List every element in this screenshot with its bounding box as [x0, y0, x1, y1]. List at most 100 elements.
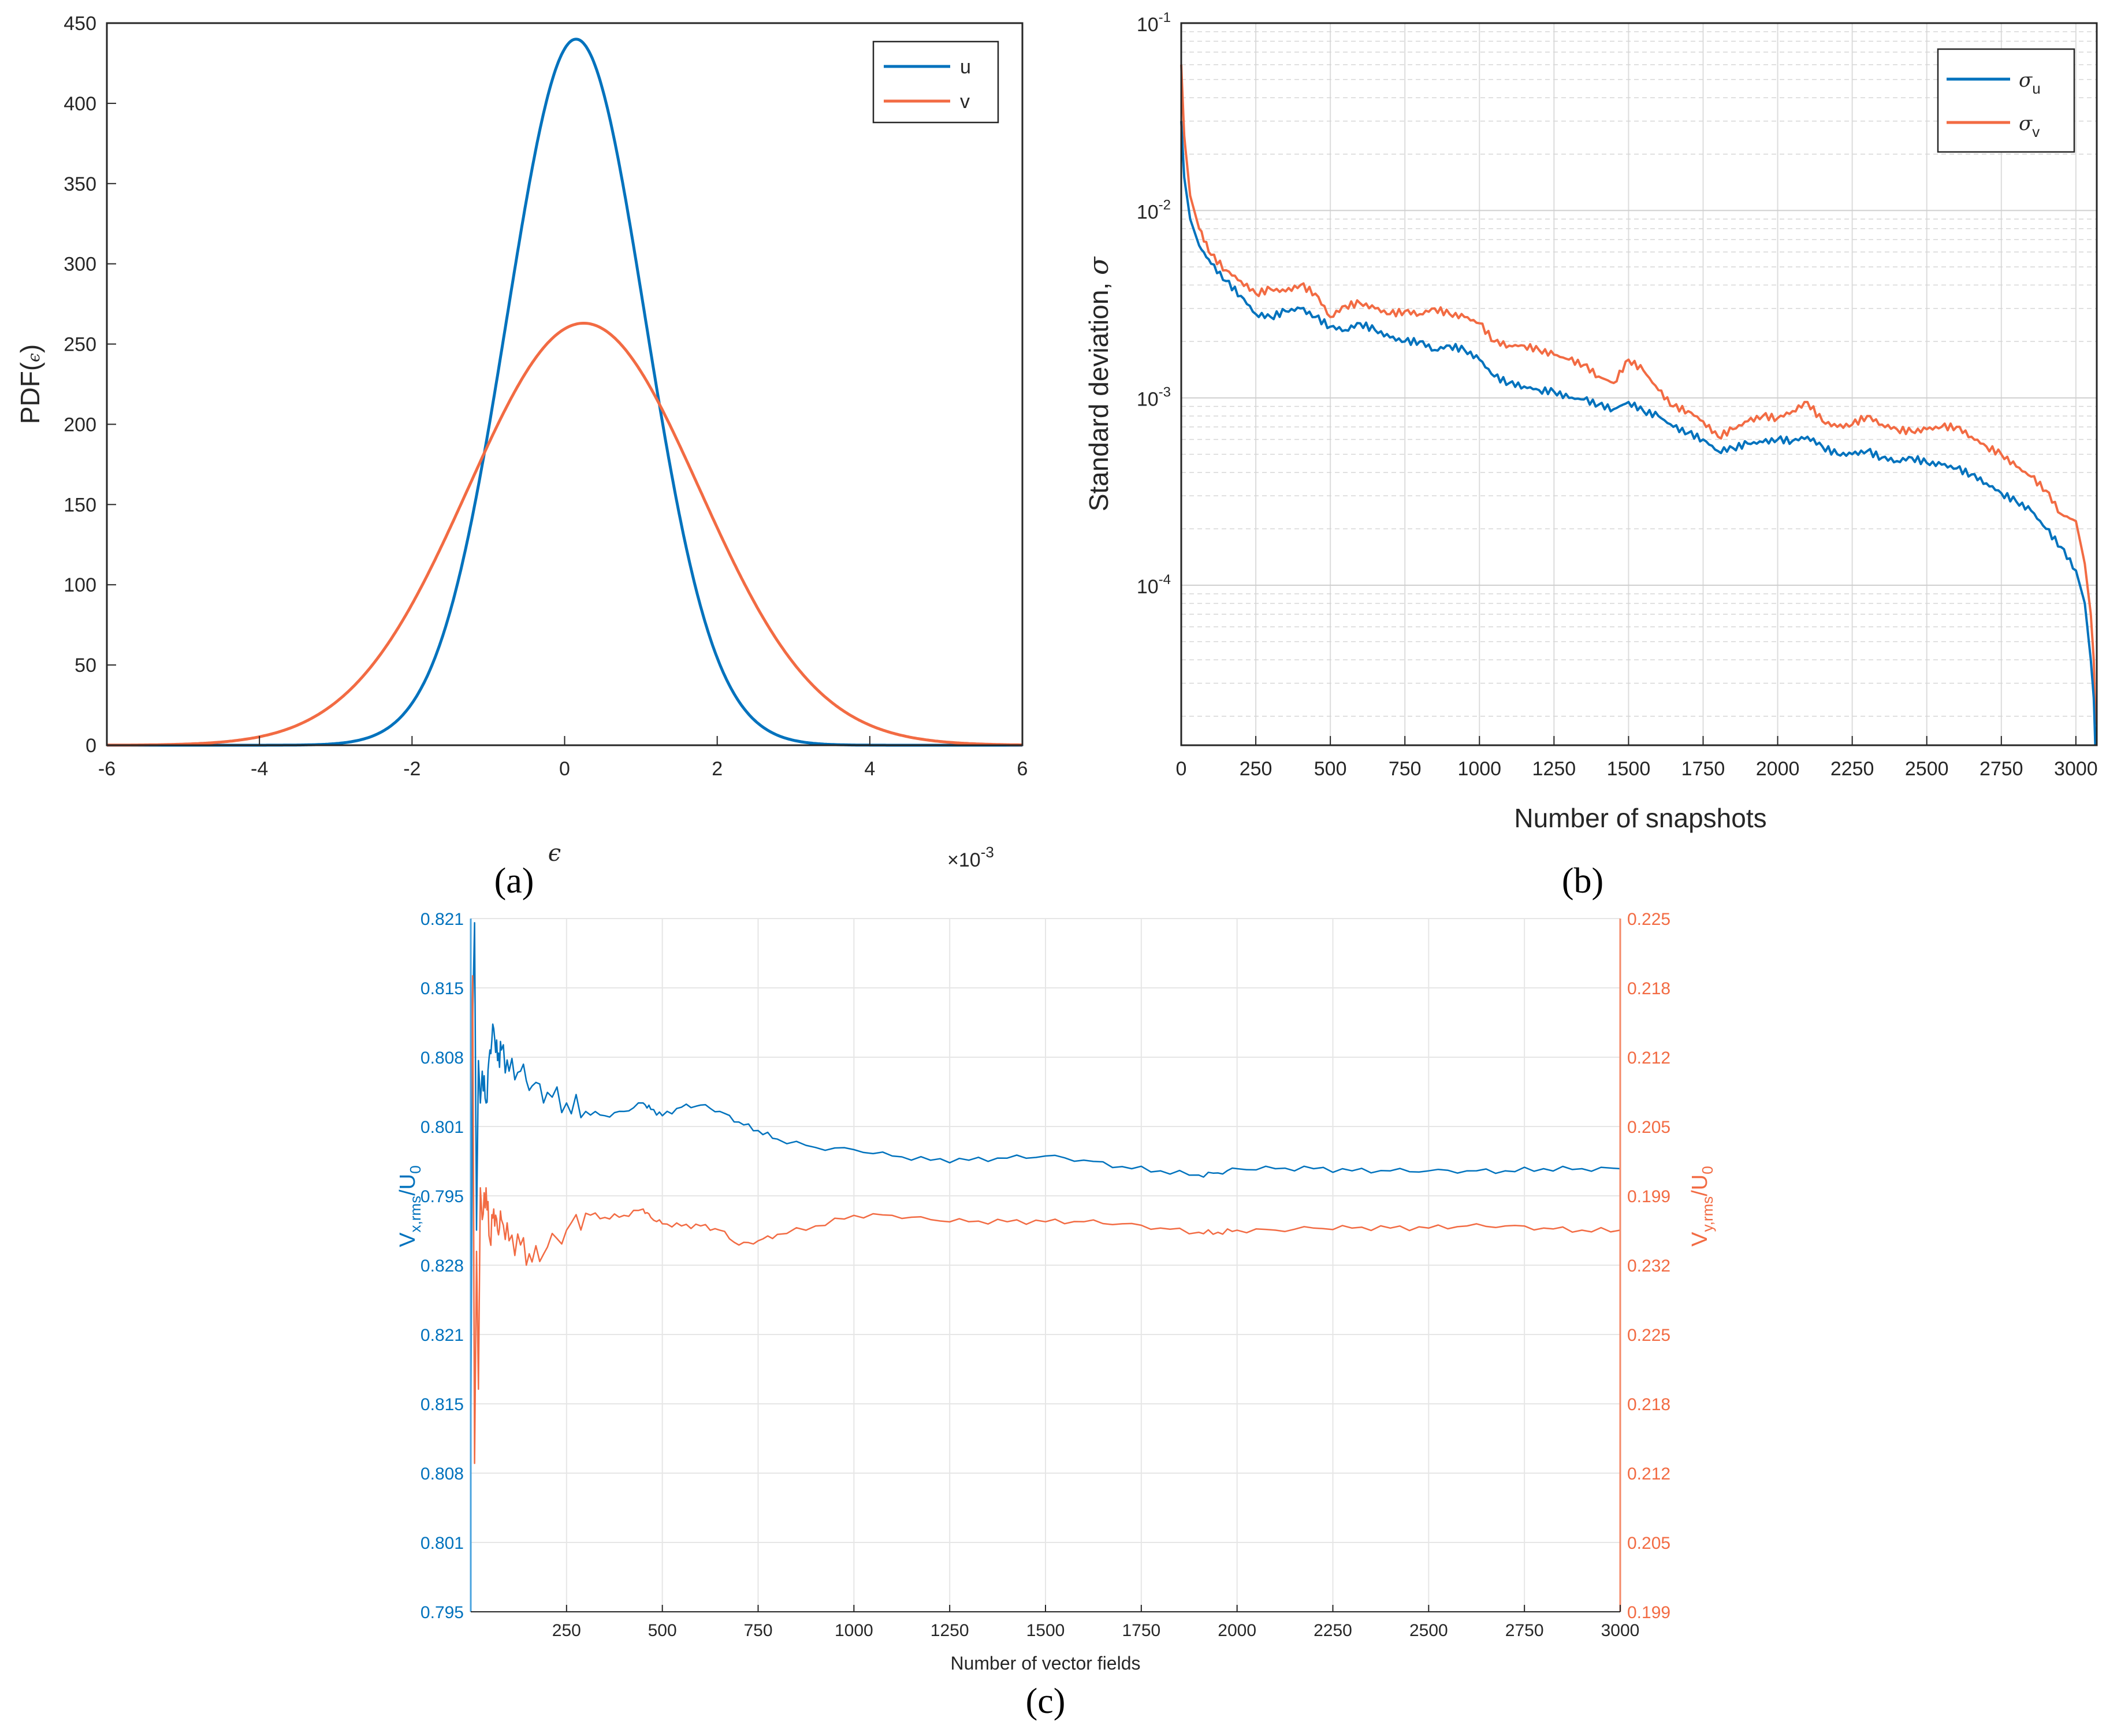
- chart-a-y-tick-label: 200: [64, 414, 96, 436]
- chart-c-x-tick-label: 1000: [835, 1621, 873, 1640]
- chart-a-x-tick-label: -2: [403, 758, 421, 780]
- chart-b-x-tick-label: 0: [1176, 758, 1187, 780]
- chart-b-legend-label-u: σu: [2019, 69, 2041, 97]
- chart-a-y-tick-label: 150: [64, 494, 96, 516]
- chart-c-left-tick-label: 0.801: [421, 1534, 464, 1553]
- chart-c-right-tick-label: 0.205: [1627, 1118, 1670, 1137]
- chart-c-x-tick-label: 1750: [1122, 1621, 1160, 1640]
- chart-b-x-tick-label: 250: [1240, 758, 1272, 780]
- chart-a-y-tick-label: 100: [64, 574, 96, 596]
- chart-c-y-left-sub2: 0: [407, 1165, 424, 1173]
- chart-b-x-label: Number of snapshots: [1514, 803, 1766, 833]
- chart-b-y-tick-label: 10-1: [1137, 10, 1171, 36]
- chart-c-left-tick-label: 0.801: [421, 1118, 464, 1137]
- chart-a-x-multiplier-base: ×10: [947, 849, 981, 871]
- chart-a-y-tick-label: 250: [64, 334, 96, 356]
- chart-a-y-label-main: PDF(: [15, 362, 45, 424]
- chart-c-left-tick-label: 0.795: [421, 1603, 464, 1622]
- chart-a-y-tick-label: 350: [64, 173, 96, 195]
- chart-a-legend-label-u: u: [960, 56, 971, 78]
- chart-c-right-tick-label: 0.212: [1627, 1049, 1670, 1068]
- chart-c-right-tick-label: 0.205: [1627, 1534, 1670, 1553]
- chart-b: 0 250 500 750 1000 1250 1500 1750 2000 2250 2500 27…: [1083, 10, 2098, 901]
- chart-b-x-tick-label: 2250: [1830, 758, 1874, 780]
- chart-c-x-label: Number of vector fields: [950, 1653, 1140, 1674]
- chart-b-x-tick-label: 2500: [1905, 758, 1949, 780]
- chart-c-y-label-left: Vx,rms/U0: [396, 1165, 424, 1247]
- chart-b-x-tick-label: 1500: [1607, 758, 1651, 780]
- chart-c-right-tick-label: 0.218: [1627, 1395, 1670, 1414]
- chart-b-axes-box: [1180, 22, 2098, 746]
- chart-c-y-right-sub2: 0: [1699, 1166, 1716, 1174]
- chart-c-series-right: [470, 975, 1621, 1464]
- chart-b-legend-label-v: σv: [2019, 112, 2040, 140]
- chart-a-x-tick-label: 0: [559, 758, 570, 780]
- chart-c-y-right-tail: /U: [1688, 1174, 1712, 1196]
- chart-c: 250 500 750 1000 1250 1500 1750 2000 2250 2500 275…: [396, 910, 1716, 1721]
- chart-a-x-tick-label: -4: [251, 758, 268, 780]
- chart-c-x-tick-label: 250: [552, 1621, 581, 1640]
- chart-b-x-tick-label: 750: [1389, 758, 1422, 780]
- chart-c-y-right-sub: y,rms: [1699, 1196, 1716, 1232]
- chart-a-y-label-sub: ϵ: [24, 353, 43, 362]
- chart-b-x-tick-label: 1250: [1532, 758, 1576, 780]
- chart-c-right-tick-label: 0.225: [1627, 1326, 1670, 1345]
- chart-a-x-tick-label: 6: [1017, 758, 1028, 780]
- chart-c-x-tick-label: 2500: [1409, 1621, 1448, 1640]
- chart-b-x-tick-label: 2750: [1980, 758, 2023, 780]
- chart-a-y-tick-label: 300: [64, 254, 96, 276]
- chart-c-right-tick-label: 0.199: [1627, 1603, 1670, 1622]
- chart-b-x-tick-label: 1000: [1457, 758, 1501, 780]
- panel-label-a: (a): [494, 861, 534, 901]
- chart-c-right-tick-label: 0.232: [1627, 1257, 1670, 1276]
- chart-c-x-tick-label: 750: [743, 1621, 772, 1640]
- chart-a-y-label: PDF(ϵ): [15, 344, 45, 424]
- chart-b-y-tick-label: 10-3: [1137, 385, 1171, 411]
- chart-a-y-label-close: ): [15, 344, 45, 353]
- chart-c-series-left: [470, 922, 1621, 1443]
- chart-a: -6 -4 -2 0 2 4 6 0 50 100 150 200 250 300 350 400 450 u …: [15, 13, 1028, 901]
- chart-a-x-multiplier-exp: -3: [981, 843, 994, 861]
- chart-c-x-tick-label: 2750: [1505, 1621, 1544, 1640]
- chart-a-y-tick-label: 50: [75, 655, 96, 676]
- chart-c-right-tick-label: 0.225: [1627, 910, 1670, 929]
- chart-c-left-tick-label: 0.815: [421, 979, 464, 998]
- chart-a-legend-box: [872, 40, 999, 124]
- chart-c-y-left-sub: x,rms: [407, 1196, 424, 1233]
- chart-c-left-tick-label: 0.821: [421, 1326, 464, 1345]
- chart-c-left-tick-label: 0.828: [421, 1257, 464, 1276]
- chart-b-legend-sigma-v: σ: [2019, 112, 2033, 135]
- chart-b-legend: σu σv: [1937, 48, 2075, 153]
- chart-c-x-tick-label: 1250: [931, 1621, 969, 1640]
- chart-b-series-u: [1180, 121, 2097, 746]
- chart-c-left-tick-label: 0.808: [421, 1464, 464, 1484]
- chart-b-series-v: [1180, 64, 2097, 725]
- chart-c-left-tick-label: 0.815: [421, 1395, 464, 1414]
- chart-c-x-tick-label: 3000: [1601, 1621, 1640, 1640]
- chart-c-y-right-main: V: [1688, 1232, 1712, 1247]
- chart-a-y-tick-label: 450: [64, 13, 96, 35]
- chart-b-x-tick-label: 2000: [1756, 758, 1800, 780]
- chart-a-plot-area: [107, 23, 1022, 745]
- chart-b-y-tick-label: 10-2: [1137, 197, 1171, 223]
- chart-c-left-tick-label: 0.821: [421, 910, 464, 929]
- chart-c-x-tick-label: 2250: [1314, 1621, 1352, 1640]
- chart-b-legend-box: [1937, 48, 2075, 153]
- chart-b-legend-sub-v: v: [2032, 123, 2040, 140]
- chart-a-y-tick-label: 400: [64, 93, 96, 115]
- panel-label-c: (c): [1026, 1682, 1066, 1721]
- chart-c-y-left-main: V: [396, 1232, 420, 1247]
- chart-c-x-tick-label: 2000: [1218, 1621, 1256, 1640]
- chart-a-x-label: ϵ: [548, 840, 561, 867]
- chart-c-y-left-tail: /U: [396, 1174, 420, 1196]
- chart-b-x-tick-label: 500: [1314, 758, 1347, 780]
- chart-b-legend-sigma-u: σ: [2019, 69, 2033, 92]
- chart-b-y-label-text: Standard deviation,: [1084, 275, 1114, 511]
- chart-a-x-tick-label: 4: [864, 758, 875, 780]
- chart-a-x-multiplier: ×10-3: [947, 843, 994, 871]
- chart-c-left-tick-label: 0.795: [421, 1187, 464, 1206]
- chart-c-right-tick-label: 0.199: [1627, 1187, 1670, 1206]
- chart-b-y-label-symbol: σ: [1083, 256, 1114, 275]
- chart-c-right-tick-label: 0.218: [1627, 979, 1670, 998]
